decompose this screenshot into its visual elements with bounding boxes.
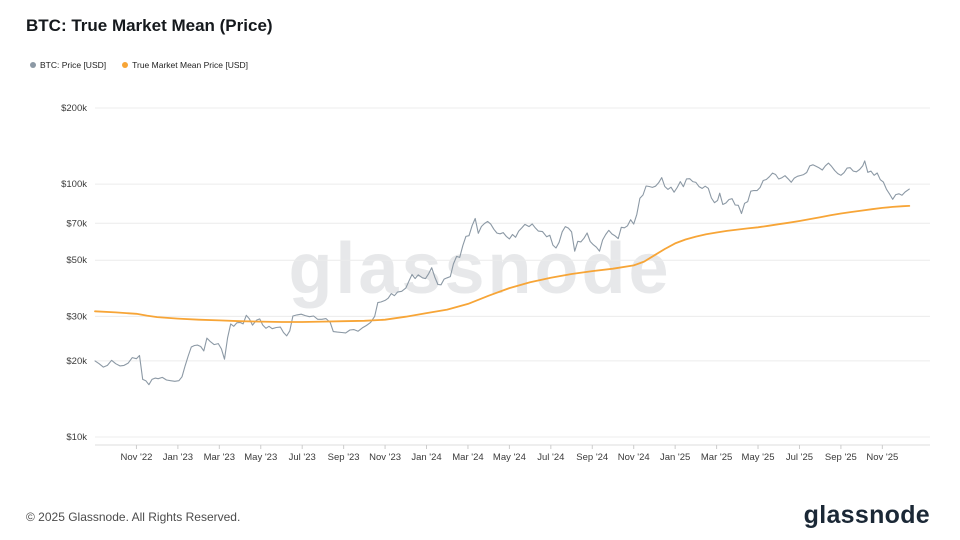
svg-text:$20k: $20k	[66, 356, 87, 367]
true-market-mean-series-dot-icon	[122, 62, 129, 68]
svg-text:Nov '23: Nov '23	[369, 452, 401, 463]
legend-item-btc-price[interactable]: BTC: Price [USD]	[30, 60, 106, 70]
svg-text:May '25: May '25	[742, 452, 775, 463]
btc-price-series-dot-icon	[30, 62, 36, 68]
svg-text:May '23: May '23	[244, 452, 277, 463]
price-chart-plot[interactable]: $200k $100k $70k $50k $30k $20k $10k Nov '22 Jan…	[0, 85, 960, 470]
svg-text:$70k: $70k	[66, 218, 87, 229]
svg-text:Nov '24: Nov '24	[618, 452, 650, 463]
copyright-text: © 2025 Glassnode. All Rights Reserved.	[26, 510, 241, 524]
legend-label-true-market-mean: True Market Mean Price [USD]	[132, 60, 249, 70]
svg-text:Nov '22: Nov '22	[120, 452, 152, 463]
svg-text:$30k: $30k	[66, 311, 87, 322]
svg-text:$50k: $50k	[66, 255, 87, 266]
page-title: BTC: True Market Mean (Price)	[26, 16, 273, 35]
svg-text:Jan '25: Jan '25	[660, 452, 690, 463]
svg-text:Jul '24: Jul '24	[537, 452, 564, 463]
chart-legend: BTC: Price [USD] True Market Mean Price …	[30, 60, 248, 70]
svg-text:$200k: $200k	[61, 103, 87, 114]
svg-text:May '24: May '24	[493, 452, 526, 463]
svg-text:Jul '25: Jul '25	[786, 452, 813, 463]
svg-text:Mar '25: Mar '25	[701, 452, 732, 463]
svg-text:Jul '23: Jul '23	[289, 452, 316, 463]
legend-item-true-market-mean[interactable]: True Market Mean Price [USD]	[122, 60, 248, 70]
svg-text:Jan '24: Jan '24	[411, 452, 441, 463]
glassnode-logo: glassnode	[803, 501, 930, 529]
svg-text:Mar '23: Mar '23	[204, 452, 235, 463]
svg-text:Nov '25: Nov '25	[866, 452, 898, 463]
svg-text:$100k: $100k	[61, 179, 87, 190]
svg-text:Sep '23: Sep '23	[328, 452, 360, 463]
svg-text:Sep '24: Sep '24	[576, 452, 608, 463]
svg-text:Mar '24: Mar '24	[452, 452, 483, 463]
svg-text:$10k: $10k	[66, 432, 87, 443]
legend-label-btc-price: BTC: Price [USD]	[40, 60, 107, 70]
svg-text:Jan '23: Jan '23	[163, 452, 193, 463]
svg-text:Sep '25: Sep '25	[825, 452, 857, 463]
